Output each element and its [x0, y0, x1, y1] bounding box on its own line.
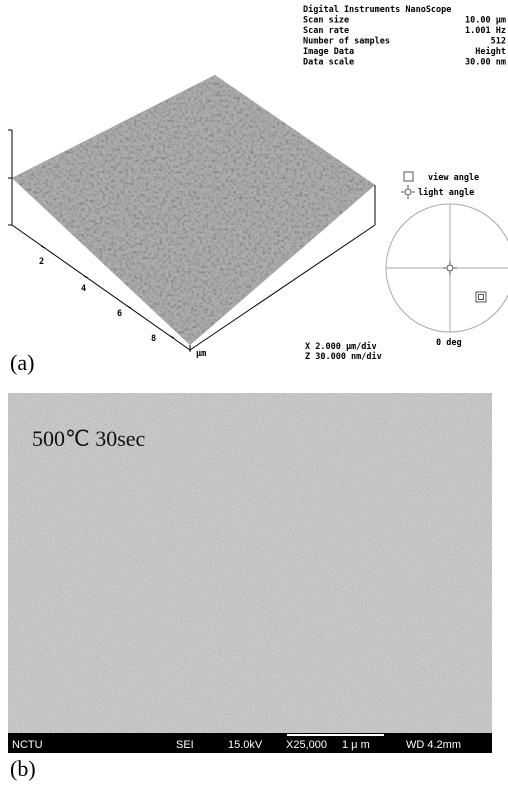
panel-label: (a) — [10, 350, 34, 375]
view-marker — [476, 292, 486, 302]
axis-label: 2 — [39, 257, 44, 267]
axis-label: 6 — [117, 309, 122, 319]
legend-text: view angle — [428, 172, 479, 183]
light-icon — [401, 185, 415, 199]
bar-text: NCTU — [12, 739, 43, 751]
light-marker — [443, 261, 457, 275]
bar-text: SEI — [176, 739, 194, 751]
axis-label: 4 — [81, 284, 86, 294]
header-key: Scan rate — [303, 26, 349, 36]
bar-text: X25,000 — [286, 739, 327, 751]
header-key: Scan size — [303, 15, 349, 26]
sem-annotation: 500℃ 30sec — [32, 426, 146, 451]
header-key: Data scale — [303, 58, 354, 68]
header-value: 1.001 Hz — [465, 26, 506, 36]
axis-label: 8 — [151, 334, 156, 344]
afm-texture — [12, 75, 375, 345]
view-icon — [404, 172, 413, 181]
scale-text: X 2.000 µm/div — [305, 341, 377, 352]
legend-text: light angle — [418, 187, 474, 198]
angle-text: 0 deg — [436, 338, 462, 348]
header-value: 10.00 µm — [465, 16, 506, 26]
bar-text: 1 μ m — [342, 739, 370, 751]
panel-label: (b) — [10, 756, 36, 781]
page: 2 4 6 8 µm X 2.000 µm/div Z 30.000 nm/di… — [0, 0, 508, 806]
bar-text: 15.0kV — [228, 739, 263, 751]
header-value: Height — [475, 46, 506, 57]
header-key: Digital Instruments NanoScope — [303, 4, 451, 15]
scale-text: Z 30.000 nm/div — [305, 351, 382, 362]
header-key: Number of samples — [303, 37, 390, 47]
axis-unit: µm — [196, 349, 206, 359]
header-value: 30.00 nm — [465, 58, 506, 68]
header-value: 512 — [491, 37, 506, 47]
figure: 2 4 6 8 µm X 2.000 µm/div Z 30.000 nm/di… — [0, 0, 508, 806]
bar-text: WD 4.2mm — [406, 739, 461, 751]
header-key: Image Data — [303, 47, 354, 57]
